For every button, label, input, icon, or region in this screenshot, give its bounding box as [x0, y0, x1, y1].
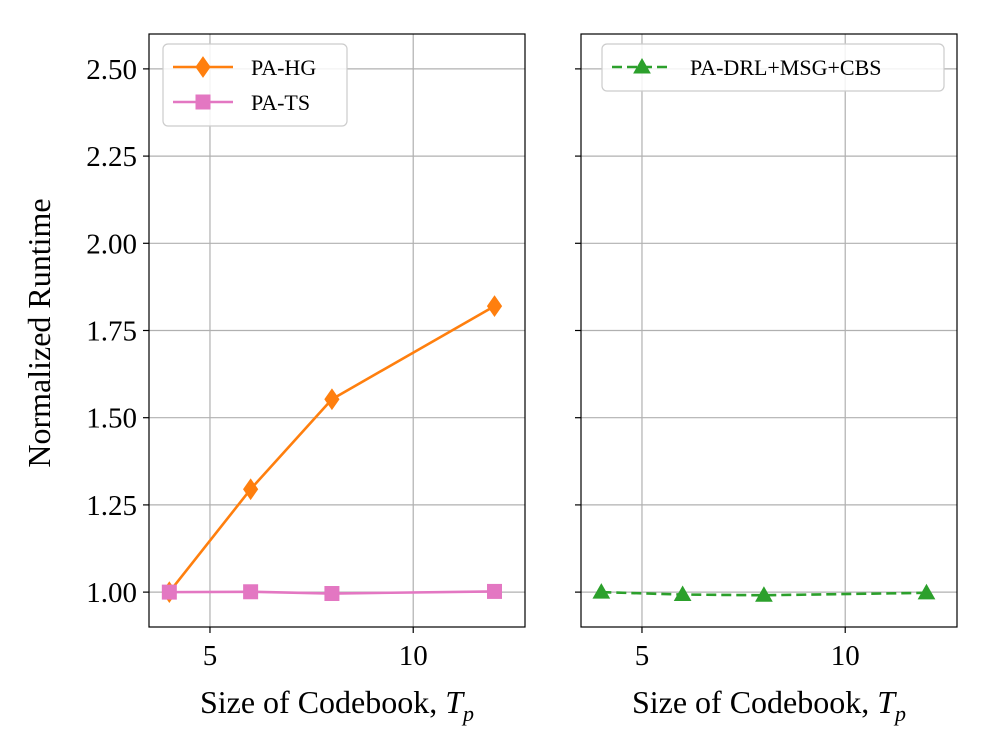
- left-point-PA-TS-1: [243, 584, 259, 600]
- right-legend-marker-PA-DRL+MSG+CBS: [633, 57, 651, 74]
- left-y-tick-label-6: 2.50: [86, 54, 137, 86]
- left-y-tick-label-0: 1.00: [86, 577, 137, 609]
- right-point-PA-DRL+MSG+CBS-1: [673, 585, 692, 602]
- right-x-axis-label-sub: p: [893, 701, 906, 726]
- left-y-tick-label-1: 1.25: [86, 490, 137, 522]
- left-y-tick-label-2: 1.50: [86, 403, 137, 435]
- left-y-tick-label-4: 2.00: [86, 228, 137, 260]
- right-legend-box: [601, 43, 945, 92]
- right-legend-label-PA-DRL+MSG+CBS: PA-DRL+MSG+CBS: [690, 55, 882, 80]
- right-point-PA-DRL+MSG+CBS-0: [592, 583, 611, 599]
- right-point-PA-DRL+MSG+CBS-3: [917, 583, 936, 600]
- left-point-PA-TS-2: [324, 586, 340, 602]
- left-series-line-PA-TS: [169, 590, 495, 595]
- right-panel: 5 10 Size of Codebook, Tp PA-DRL+MSG+CBS: [575, 33, 958, 726]
- left-x-tick-label-0: 5: [203, 640, 218, 672]
- left-point-PA-HG-3: [486, 295, 503, 317]
- left-series-line-PA-HG: [168, 304, 496, 593]
- left-point-PA-TS-3: [487, 583, 503, 599]
- left-point-PA-HG-2: [324, 388, 340, 411]
- left-x-axis-label: Size of Codebook, Tp: [200, 684, 474, 726]
- left-x-axis-label-text: Size of Codebook,: [200, 684, 445, 720]
- right-x-tick-label-1: 10: [831, 640, 860, 672]
- right-x-axis-label-text: Size of Codebook,: [632, 684, 877, 720]
- left-x-axis-label-var: T: [445, 684, 465, 720]
- left-legend: PA-HG PA-TS: [162, 43, 348, 127]
- left-y-tick-label-3: 1.75: [86, 316, 137, 348]
- left-point-PA-TS-0: [161, 584, 177, 600]
- right-x-axis-label-var: T: [877, 684, 897, 720]
- right-series-line-PA-DRL+MSG+CBS: [601, 590, 927, 597]
- left-panel: 5 10 1.00 1.25 1.50 1.75 2.00 2.25 2.50 Size of C…: [86, 33, 526, 726]
- right-x-tick-label-0: 5: [635, 640, 650, 672]
- left-x-axis-label-sub: p: [461, 701, 474, 726]
- y-axis-label: Normalized Runtime: [21, 198, 57, 467]
- left-legend-label-PA-HG: PA-HG: [251, 55, 316, 80]
- right-x-axis-label: Size of Codebook, Tp: [632, 684, 906, 726]
- left-y-tick-label-5: 2.25: [86, 141, 137, 173]
- left-x-tick-label-1: 10: [399, 640, 428, 672]
- left-legend-label-PA-TS: PA-TS: [251, 90, 310, 115]
- left-legend-marker-PA-HG: [195, 56, 211, 78]
- right-legend: PA-DRL+MSG+CBS: [601, 43, 945, 92]
- right-point-PA-DRL+MSG+CBS-2: [755, 586, 773, 602]
- left-point-PA-HG-1: [243, 478, 259, 501]
- left-legend-marker-PA-TS: [195, 94, 211, 110]
